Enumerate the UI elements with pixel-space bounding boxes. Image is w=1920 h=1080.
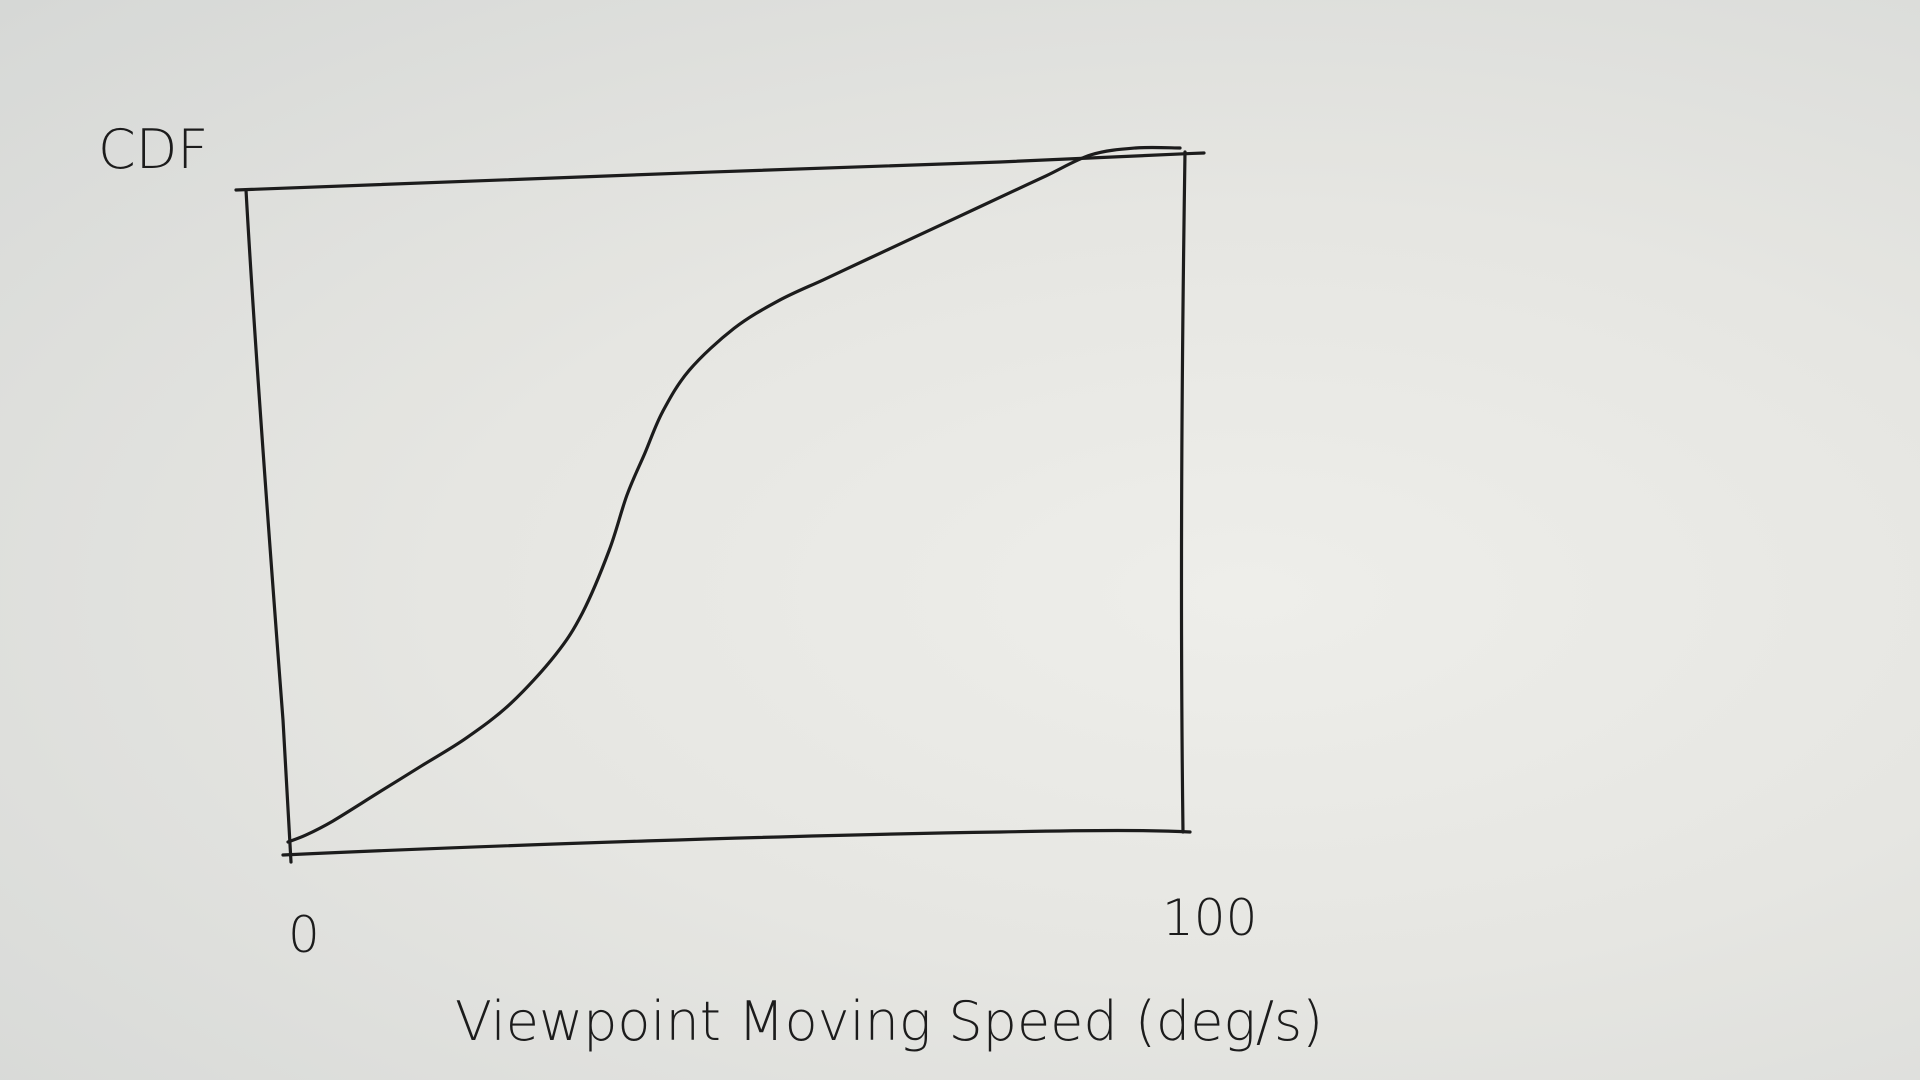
cdf-series-line bbox=[286, 145, 1182, 844]
x-tick-0: 0 bbox=[288, 906, 320, 964]
frame-bottom-edge bbox=[281, 828, 1192, 857]
frame-left-edge bbox=[244, 188, 293, 864]
x-tick-100: 100 bbox=[1162, 889, 1257, 947]
frame-right-edge bbox=[1179, 150, 1187, 834]
x-axis-label: Viewpoint Moving Speed (deg/s) bbox=[455, 990, 1323, 1053]
y-axis-label: CDF bbox=[98, 118, 208, 181]
frame-top-edge bbox=[234, 151, 1206, 192]
cdf-series-points bbox=[286, 146, 1182, 844]
